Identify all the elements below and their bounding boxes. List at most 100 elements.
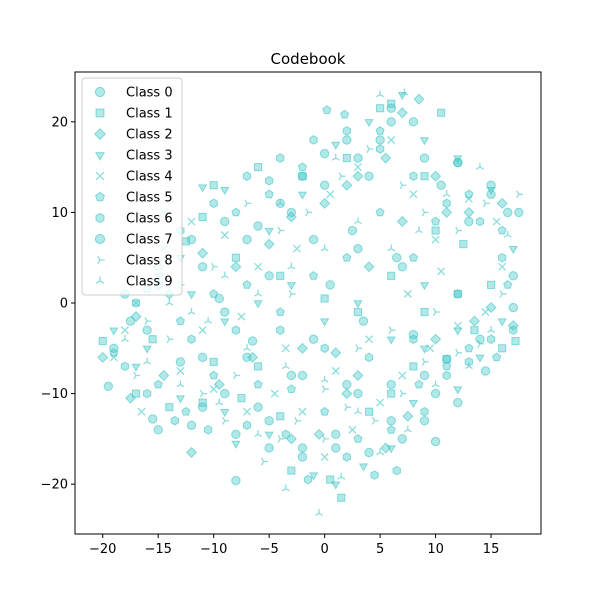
- data-point: [475, 334, 485, 344]
- data-point: [414, 226, 423, 234]
- data-point: [413, 93, 425, 105]
- data-point: [254, 262, 263, 271]
- data-point: [386, 103, 396, 113]
- data-point: [400, 88, 409, 96]
- data-point: [204, 425, 213, 435]
- data-point: [331, 153, 340, 161]
- data-point: [222, 416, 229, 425]
- data-point: [247, 336, 258, 346]
- data-point: [215, 398, 224, 406]
- data-point: [399, 181, 407, 190]
- data-point: [442, 198, 451, 209]
- x-tick-label: −5: [260, 542, 279, 557]
- data-point: [342, 135, 352, 145]
- data-point: [325, 280, 335, 290]
- data-point: [308, 271, 319, 280]
- data-point: [242, 420, 252, 431]
- data-point: [430, 388, 441, 399]
- data-point: [199, 389, 207, 398]
- data-point: [147, 414, 158, 424]
- data-point: [209, 181, 218, 190]
- data-point: [131, 298, 141, 308]
- data-point: [276, 271, 285, 280]
- data-point: [496, 197, 508, 209]
- data-point: [286, 207, 297, 218]
- data-point: [402, 410, 414, 422]
- legend-label: Class 9: [126, 275, 173, 290]
- x-tick-label: 10: [427, 542, 444, 557]
- data-point: [342, 153, 351, 163]
- data-point: [453, 386, 463, 395]
- data-point: [254, 289, 263, 297]
- data-point: [441, 206, 453, 218]
- data-point: [419, 370, 430, 381]
- data-point: [364, 171, 374, 181]
- data-point: [97, 351, 109, 363]
- data-point: [387, 244, 396, 252]
- data-point: [231, 440, 241, 449]
- data-point: [353, 307, 362, 317]
- data-point: [297, 452, 308, 462]
- data-point: [399, 389, 407, 398]
- data-point: [131, 389, 141, 398]
- data-point: [320, 375, 329, 383]
- data-point: [198, 212, 207, 222]
- data-point: [237, 312, 246, 321]
- data-point: [321, 434, 329, 443]
- data-point: [286, 370, 297, 381]
- data-point: [186, 234, 197, 245]
- data-point: [409, 171, 418, 181]
- data-point: [253, 379, 263, 389]
- data-point: [321, 385, 329, 394]
- data-point: [421, 357, 429, 366]
- data-point: [442, 370, 451, 381]
- data-point: [213, 378, 225, 391]
- data-point: [464, 216, 474, 227]
- data-point: [308, 334, 319, 344]
- data-point: [331, 443, 341, 453]
- data-point: [211, 262, 218, 271]
- data-point: [197, 247, 209, 259]
- data-point: [387, 135, 396, 144]
- series-class-3: [109, 91, 518, 490]
- data-point: [453, 327, 463, 336]
- data-point: [342, 126, 351, 136]
- data-point: [370, 470, 379, 480]
- data-point: [408, 399, 419, 409]
- data-point: [470, 326, 479, 335]
- data-point: [386, 416, 396, 426]
- data-point: [170, 415, 179, 426]
- data-point: [320, 343, 329, 354]
- data-point: [353, 243, 363, 254]
- data-point: [264, 227, 274, 236]
- y-tick-label: 0: [60, 297, 68, 312]
- data-point: [120, 326, 129, 335]
- data-point: [153, 425, 163, 435]
- data-point: [233, 371, 241, 380]
- data-point: [487, 325, 496, 333]
- data-point: [341, 179, 353, 191]
- y-tick-label: 20: [51, 115, 68, 130]
- data-point: [353, 217, 362, 225]
- data-point: [209, 289, 219, 298]
- data-point: [220, 318, 230, 327]
- data-point: [436, 180, 446, 190]
- data-point: [231, 253, 240, 262]
- data-point: [175, 395, 186, 404]
- x-tick-label: 0: [321, 542, 329, 557]
- data-point: [420, 406, 429, 417]
- data-point: [481, 308, 490, 317]
- data-point: [358, 316, 369, 326]
- data-point: [363, 261, 375, 273]
- data-point: [231, 325, 241, 335]
- data-point: [353, 407, 362, 415]
- data-point: [242, 171, 252, 181]
- data-point: [420, 307, 429, 317]
- data-point: [396, 107, 408, 119]
- data-point: [419, 282, 430, 291]
- data-point: [176, 366, 185, 375]
- data-point: [353, 300, 363, 309]
- data-point: [503, 230, 512, 238]
- data-point: [253, 402, 263, 412]
- data-point: [503, 280, 513, 289]
